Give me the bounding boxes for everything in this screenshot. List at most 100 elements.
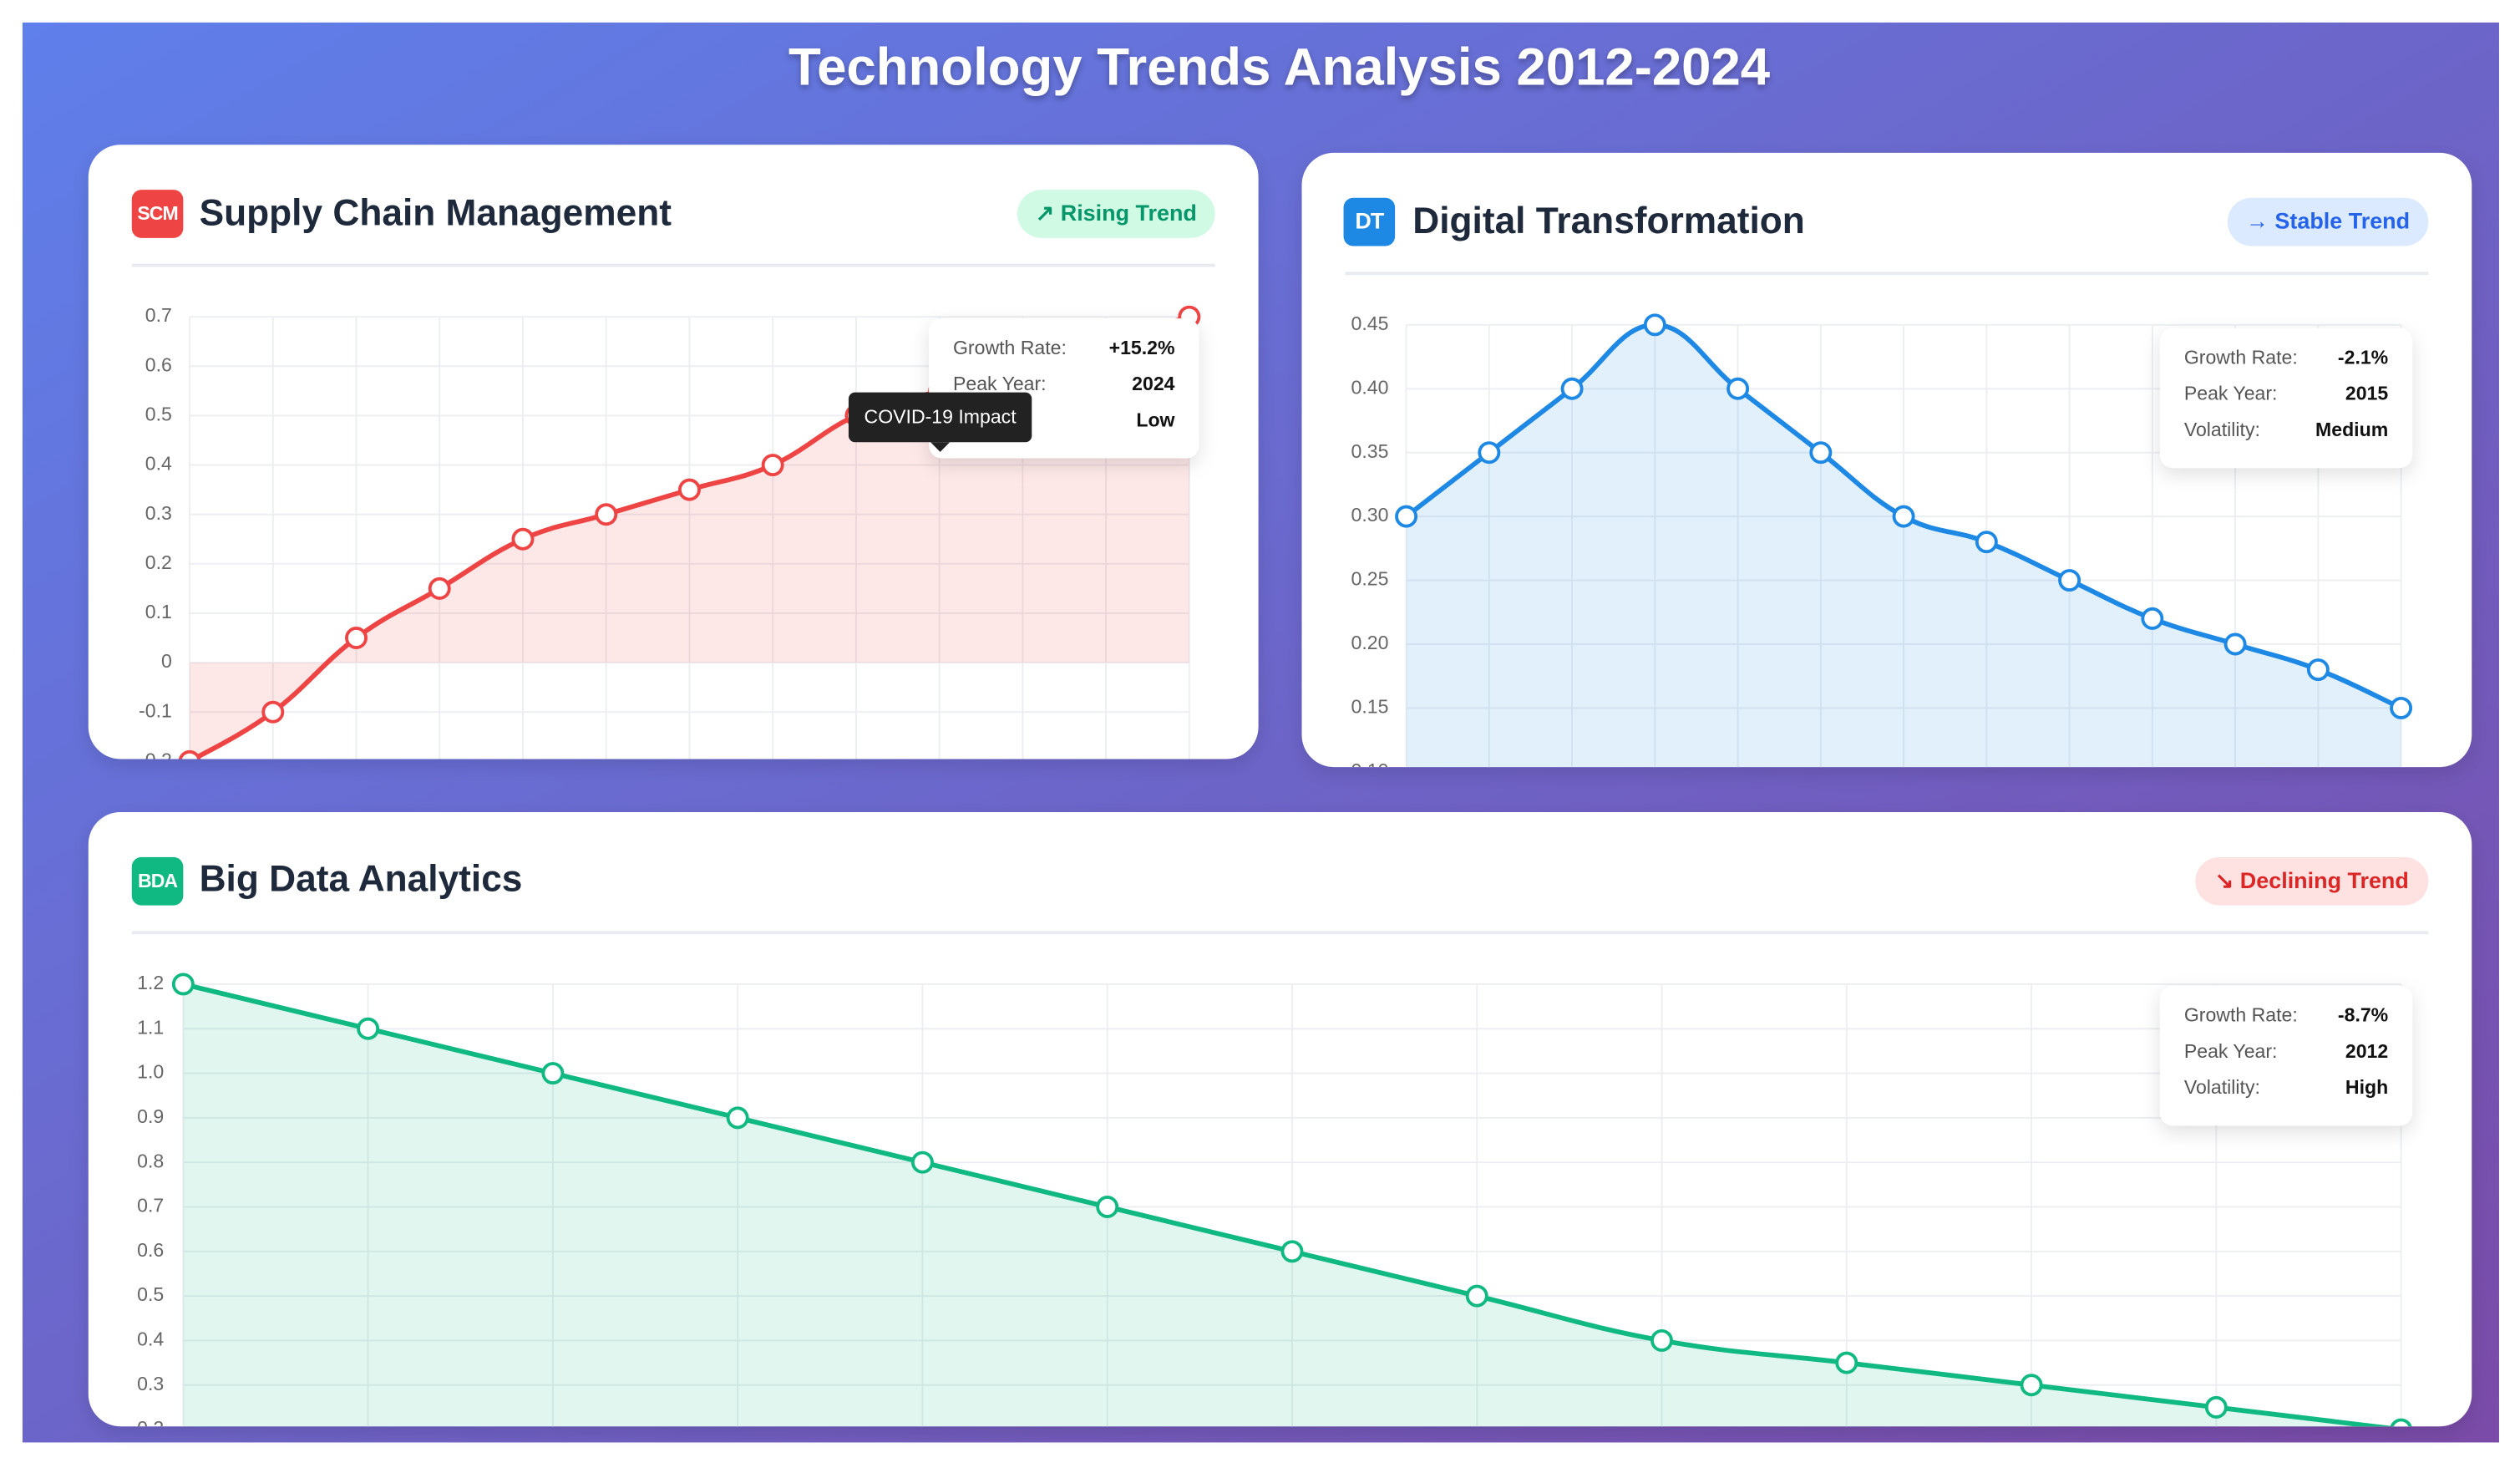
icon [131,190,184,238]
y-tick-label: 0.4 [145,453,172,475]
point [345,627,368,649]
annotation-pointer [930,442,951,452]
point [1650,1328,1673,1352]
point [1975,531,1998,554]
stat-label: Peak Year: [2184,1040,2278,1062]
y-tick-label: 0.45 [1351,312,1389,334]
point [2306,658,2330,682]
y-tick-label: 0.3 [145,502,172,524]
area [183,983,2401,1427]
y-tick-label: 1.1 [137,1016,164,1038]
point [761,454,784,477]
point [1280,1240,1304,1263]
point [1395,505,1418,528]
y-tick-label: 0.7 [145,304,172,326]
badge [2227,197,2429,246]
point [677,478,701,501]
y-tick-label: 0.9 [137,1105,164,1127]
point [1835,1351,1858,1374]
y-tick-label: 0.5 [137,1283,164,1305]
icon [131,856,184,906]
stat-label: Growth Rate: [2184,346,2298,368]
stat-label: Growth Rate: [953,337,1067,358]
badge-label: → Stable Trend [2246,209,2410,234]
card [88,811,2472,1427]
point [1643,313,1666,337]
point [2223,632,2247,656]
stats-box [2159,985,2413,1126]
y-tick-label: 0.3 [137,1373,164,1394]
y-tick-label: 0.1 [145,601,172,622]
point [1892,505,1915,528]
y-tick-label: 0.35 [1351,440,1389,462]
point [1096,1196,1119,1218]
point [171,973,195,996]
point [1560,377,1584,400]
y-tick-label: 0.20 [1351,632,1389,653]
y-tick-label: 0.5 [145,404,172,425]
point [1726,377,1750,400]
y-tick-label: 0.8 [137,1150,164,1171]
page-title: Technology Trends Analysis 2012-2024 [788,38,1770,96]
icon-label: BDA [138,870,178,891]
y-tick-label: -0.1 [139,699,172,721]
stat-value: Low [1136,409,1174,430]
y-tick-label: 1.0 [137,1061,164,1083]
card [1301,152,2472,768]
y-tick-label: 0.2 [137,1417,164,1439]
y-tick-label: 0.30 [1351,504,1389,526]
stat-value: High [2345,1076,2388,1098]
point [910,1150,934,1174]
point [1465,1284,1488,1308]
stat-label: Growth Rate: [2184,1004,2298,1026]
y-tick-label: 1.2 [137,972,164,993]
stat-value: 2024 [1132,373,1174,394]
y-tick-label: 0.6 [137,1239,164,1261]
y-tick-label: -0.2 [139,749,172,770]
point [2204,1395,2228,1419]
point [2390,696,2413,719]
point [2141,607,2164,630]
y-tick-label: 0.4 [137,1328,164,1350]
stat-value: 2012 [2345,1040,2388,1062]
point [428,577,451,600]
y-tick-label: 0.2 [145,551,172,573]
y-tick-label: 0 [161,650,172,672]
chart-card: DT Digital Transformation → Stable Trend 0.… [1343,197,2429,768]
point [511,527,535,551]
point [595,503,618,526]
point [1478,441,1501,465]
chart-title: Supply Chain Management [200,193,672,234]
point [178,749,201,759]
point [2020,1374,2043,1397]
icon-label: DT [1355,209,1384,234]
stat-label: Volatility: [2184,419,2260,440]
badge-label: ↗ Rising Trend [1036,201,1197,226]
stat-value: Medium [2315,419,2388,440]
y-tick-label: 0.7 [137,1195,164,1216]
point [2390,1418,2413,1427]
chart-card: BDA Big Data Analytics ↘ Declining Trend 0.… [131,856,2429,1439]
point [726,1106,749,1130]
stat-label: Peak Year: [953,373,1047,394]
point [357,1017,380,1040]
stat-value: -8.7% [2338,1004,2388,1026]
point [2058,569,2081,592]
annotation: COVID-19 Impact [865,406,1017,428]
y-tick-label: 0.15 [1351,696,1389,718]
point [1809,441,1833,465]
point [261,700,285,724]
stat-value: +15.2% [1109,337,1175,358]
annotation-box [848,392,1032,443]
badge [2195,856,2429,906]
stats-box [2159,328,2413,469]
chart-card: SCM Supply Chain Management ↗ Rising Trend… [131,190,1215,770]
area [1406,324,2401,768]
chart-title: Digital Transformation [1412,201,1805,241]
badge-label: ↘ Declining Trend [2215,868,2409,893]
y-tick-label: 0.25 [1351,568,1389,590]
badge [1017,190,1215,238]
icon [1343,197,1396,246]
